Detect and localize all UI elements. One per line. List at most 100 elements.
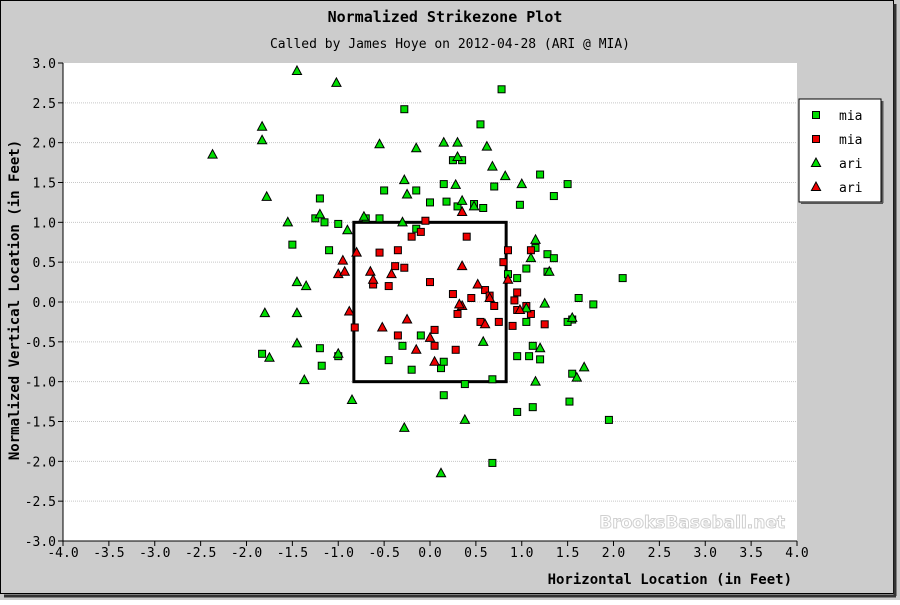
data-point-ari-triangle [386, 268, 397, 279]
legend-label-ari: ari [839, 181, 862, 196]
data-point-ari-triangle [499, 170, 511, 181]
y-tick-label: -2.5 [25, 495, 56, 510]
y-tick-label: 1.5 [33, 177, 56, 192]
x-tick-label: -4.0 [47, 546, 78, 561]
strike-zone-box [352, 220, 508, 384]
data-point-ari-triangle [571, 371, 583, 382]
data-point-ari-triangle [456, 194, 468, 205]
data-point-ari-triangle [291, 337, 303, 348]
data-point-mia-square [350, 323, 359, 332]
x-tick-label: 1.5 [556, 546, 579, 561]
data-point-ari-triangle [539, 297, 551, 308]
data-point-ari-triangle [367, 273, 379, 284]
data-point-mia-square [430, 341, 439, 350]
data-point-mia-square [513, 274, 522, 283]
legend-marker-mia [812, 135, 820, 143]
legend-marker-ari [810, 180, 822, 191]
x-tick-label: 4.0 [785, 546, 808, 561]
data-point-ari-triangle [435, 467, 447, 478]
data-point-ari-triangle [282, 216, 294, 227]
series-ari-2 [207, 64, 590, 478]
data-point-ari-triangle [346, 393, 358, 404]
data-point-ari-triangle [332, 347, 344, 358]
data-point-ari-triangle [339, 265, 351, 276]
data-point-mia-square [375, 214, 384, 223]
data-point-mia-square [393, 246, 402, 255]
data-point-ari-triangle [543, 265, 555, 276]
data-point-ari-triangle [291, 276, 303, 287]
data-point-mia-square [515, 200, 524, 209]
data-point-mia-square [398, 341, 407, 350]
data-point-ari-triangle [452, 150, 463, 162]
data-point-ari-triangle [343, 305, 355, 316]
data-point-mia-square [442, 197, 451, 206]
data-point-mia-square [481, 286, 490, 295]
data-point-ari-triangle [207, 148, 218, 159]
legend-label-mia: mia [839, 109, 862, 124]
x-tick-label: -3.0 [139, 546, 170, 561]
y-tick-label: 0.0 [33, 296, 56, 311]
data-point-mia-square [488, 458, 497, 467]
data-point-ari-triangle [456, 260, 468, 271]
data-point-mia-square [453, 202, 462, 211]
data-point-mia-square [315, 194, 324, 203]
chart-title: Normalized Strikezone Plot [328, 8, 563, 26]
data-point-mia-square [540, 320, 549, 329]
x-tick-label: 3.0 [694, 546, 717, 561]
data-point-mia-square [448, 290, 457, 299]
data-point-ari-triangle [468, 200, 480, 211]
data-point-ari-triangle [330, 76, 342, 87]
legend-marker-ari [810, 156, 822, 167]
y-tick-label: 2.0 [33, 137, 56, 152]
data-point-ari-triangle [410, 343, 422, 354]
x-tick-label: -1.0 [323, 546, 354, 561]
data-point-ari-triangle [398, 421, 410, 432]
x-tick-label: 1.0 [510, 546, 533, 561]
data-point-ari-triangle [256, 120, 268, 131]
data-point-mia-square [479, 203, 488, 212]
x-tick-label: 2.5 [648, 546, 671, 561]
data-point-ari-triangle [453, 298, 465, 309]
data-point-mia-square [499, 258, 508, 267]
data-point-mia-square [384, 356, 393, 365]
data-point-ari-triangle [358, 210, 370, 221]
y-tick-label: -0.5 [25, 336, 56, 351]
data-point-mia-square [526, 309, 535, 318]
data-point-ari-triangle [479, 318, 491, 329]
y-tick-label: -3.0 [25, 535, 56, 550]
data-point-mia-square [407, 365, 416, 374]
data-point-ari-triangle [486, 160, 498, 171]
data-point-mia-square [513, 288, 522, 297]
data-point-ari-triangle [291, 307, 303, 318]
data-point-mia-square [513, 352, 522, 361]
data-point-ari-triangle [337, 254, 349, 265]
data-point-mia-square [334, 219, 343, 228]
data-point-mia-square [393, 331, 402, 340]
data-point-ari-triangle [398, 174, 410, 185]
data-point-mia-square [549, 254, 558, 263]
data-point-mia-square [391, 262, 400, 271]
data-point-ari-triangle [263, 351, 275, 362]
data-point-ari-triangle [300, 280, 312, 291]
data-point-ari-triangle [450, 178, 462, 189]
data-point-mia-square [490, 301, 499, 310]
x-tick-label: 0.0 [418, 546, 441, 561]
data-point-mia-square [451, 345, 460, 354]
data-point-mia-square [497, 85, 506, 94]
legend-label-mia: mia [839, 133, 862, 148]
data-point-mia-square [467, 294, 476, 303]
data-point-mia-square [490, 182, 499, 191]
x-tick-label: 3.5 [739, 546, 762, 561]
watermark: BrooksBaseball.net [599, 513, 785, 533]
legend-marker-mia [812, 111, 820, 119]
data-point-ari-triangle [477, 335, 489, 346]
data-point-mia-square [380, 186, 389, 195]
legend: mia mia ari ari [798, 98, 884, 204]
data-point-mia-square [528, 341, 537, 350]
data-point-ari-triangle [401, 313, 413, 324]
x-tick-label: -0.5 [368, 546, 399, 561]
data-point-ari-triangle [525, 252, 537, 263]
data-point-ari-triangle [424, 331, 436, 342]
